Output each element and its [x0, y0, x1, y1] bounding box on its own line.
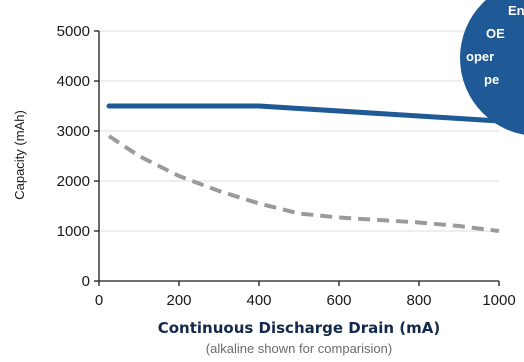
x-tick-label: 0 — [95, 292, 103, 309]
y-axis-title: Capacity (mAh) — [12, 110, 27, 200]
series-line-solid — [106, 103, 502, 124]
x-tick-label: 600 — [326, 292, 351, 309]
info-badge-line-3: oper — [466, 49, 494, 64]
x-tick-label: 200 — [166, 292, 191, 309]
x-axis-title: Continuous Discharge Drain (mA) — [158, 319, 441, 337]
axes — [98, 31, 499, 282]
info-badge-line-1: En — [508, 3, 524, 18]
data-series — [106, 103, 502, 233]
y-tick-label: 4000 — [57, 73, 90, 90]
grid-lines — [99, 30, 499, 232]
series-line-dashed — [107, 134, 500, 233]
y-tick-label: 2000 — [57, 173, 90, 190]
y-tick-label: 5000 — [57, 23, 90, 40]
y-tick-label: 1000 — [57, 223, 90, 240]
x-tick-label: 400 — [246, 292, 271, 309]
x-tick-label: 1000 — [482, 292, 515, 309]
y-tick-label: 0 — [82, 273, 90, 290]
y-tick-label: 3000 — [57, 123, 90, 140]
tick-marks: 0 1000 2000 3000 4000 5000 0 200 400 600 800 1000 — [57, 23, 516, 309]
info-badge-circle — [460, 0, 524, 135]
x-axis-note: (alkaline shown for comparision) — [206, 341, 392, 356]
info-badge-line-4: pe — [484, 72, 499, 87]
info-badge-line-2: OE — [486, 26, 505, 41]
info-badge: En OE oper pe — [460, 0, 524, 135]
x-tick-label: 800 — [406, 292, 431, 309]
